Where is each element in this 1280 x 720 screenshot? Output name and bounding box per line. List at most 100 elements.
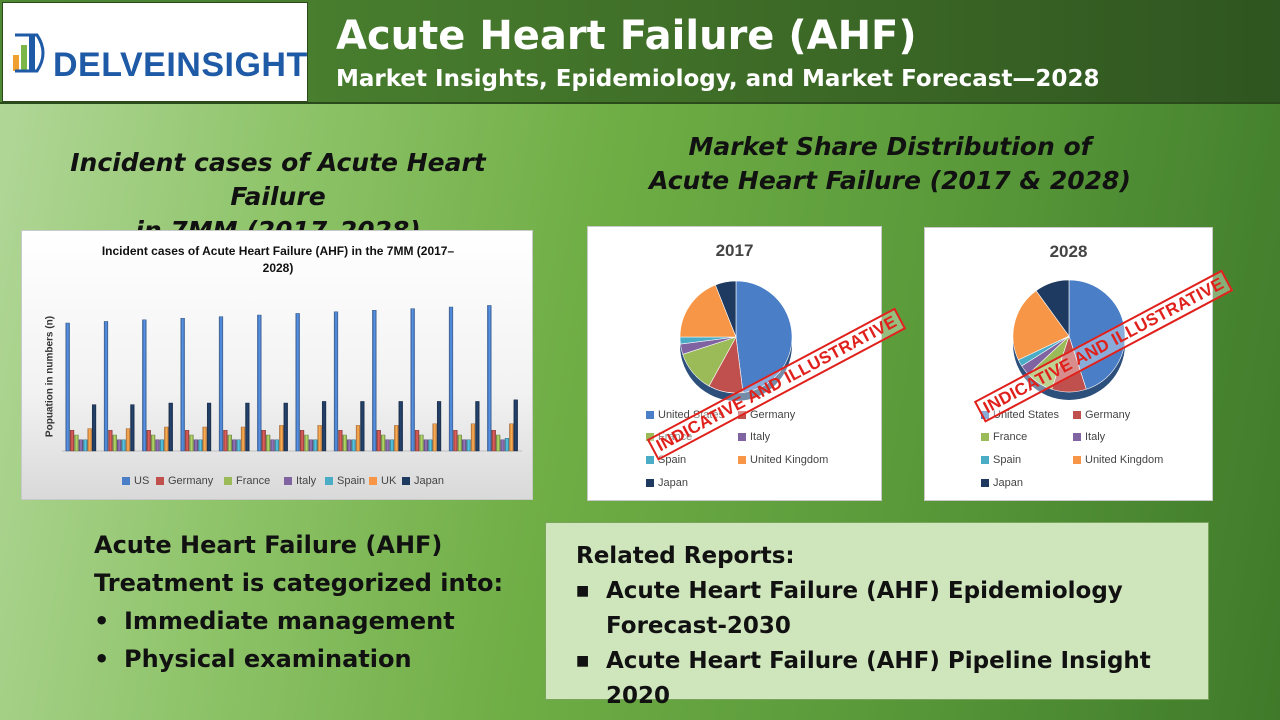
bar-japan-2028: [513, 399, 518, 452]
bar-france-2025: [381, 434, 386, 452]
bar-japan-2024: [360, 401, 365, 452]
bar-us-2020: [180, 318, 185, 452]
legend-label: France: [236, 475, 271, 487]
bar-heading-line1: Incident cases of Acute Heart Failure: [70, 148, 486, 211]
legend-label: Italy: [750, 431, 771, 443]
logo: DELVEINSIGHT: [2, 2, 308, 102]
bar-italy-2023: [308, 439, 313, 452]
bar-chart-title: Incident cases of Acute Heart Failure (A…: [62, 243, 494, 277]
bar-us-2021: [218, 316, 224, 452]
bar-japan-2017: [91, 404, 97, 452]
bar-germany-2022: [261, 429, 266, 452]
legend-label: Spain: [337, 475, 366, 487]
bar-spain-2026: [428, 439, 433, 452]
bar-japan-2021: [245, 402, 250, 452]
bar-italy-2017: [78, 439, 83, 452]
related-report-link[interactable]: Acute Heart Failure (AHF) Epidemiology F…: [576, 574, 1192, 644]
logo-mark-icon: [13, 33, 45, 73]
pie-slice-united-kingdom: [679, 284, 737, 338]
bar-france-2026: [419, 434, 424, 452]
pie-title-2017: 2017: [715, 241, 754, 260]
legend-label: United States: [658, 409, 725, 421]
legend-swatch: [738, 456, 746, 464]
bar-germany-2019: [146, 429, 151, 452]
treatment-item: Physical examination: [94, 640, 503, 678]
bar-italy-2025: [385, 439, 390, 452]
bar-spain-2025: [389, 439, 395, 452]
legend-swatch: [284, 477, 292, 485]
legend-swatch: [1073, 456, 1081, 464]
bar-legend-item: UK: [369, 475, 396, 487]
bar-france-2024: [342, 434, 347, 452]
treatment-list: Immediate management Physical examinatio…: [94, 602, 503, 678]
bar-uk-2028: [509, 423, 514, 452]
related-report-link[interactable]: Acute Heart Failure (AHF) Pipeline Insig…: [576, 644, 1192, 714]
bar-chart-ylabel: Popuation in numbers (n): [44, 315, 56, 438]
bar-us-2026: [410, 308, 415, 452]
legend-label: Japan: [993, 477, 1023, 489]
legend-label: France: [658, 431, 693, 443]
pie-panel-2017: 2017 United States Germany France Italy Spai…: [587, 226, 907, 501]
bar-us-2028: [487, 305, 492, 452]
legend-swatch: [981, 433, 989, 441]
related-heading: Related Reports:: [576, 543, 795, 569]
bar-chart-panel: Incident cases of Acute Heart Failure (A…: [21, 230, 533, 500]
bar-germany-2017: [69, 429, 75, 452]
logo-text: DELVEINSIGHT: [53, 46, 308, 84]
bar-italy-2028: [500, 439, 505, 452]
bar-france-2019: [151, 434, 156, 452]
pie-section-heading: Market Share Distribution of Acute Heart…: [600, 130, 1180, 198]
bar-japan-2027: [475, 401, 480, 452]
legend-label: Germany: [750, 409, 796, 421]
bar-germany-2027: [453, 429, 458, 452]
bar-uk-2018: [125, 428, 131, 452]
bar-france-2017: [74, 434, 79, 452]
pie-chart-2017: [679, 280, 793, 401]
header-banner: DELVEINSIGHT Acute Heart Failure (AHF) M…: [0, 0, 1280, 104]
bar-japan-2018: [130, 404, 135, 452]
related-reports-box: Related Reports: Acute Heart Failure (AH…: [545, 522, 1209, 709]
legend-label: France: [993, 431, 1028, 443]
bar-us-2027: [448, 306, 454, 452]
page-subtitle: Market Insights, Epidemiology, and Marke…: [336, 66, 1100, 92]
bar-us-2018: [103, 321, 109, 452]
pie-legend-item: Spain: [981, 454, 1021, 466]
pie-legend-item: United States: [646, 409, 724, 421]
pie-legend-item: United Kingdom: [1073, 454, 1163, 466]
bar-germany-2020: [184, 429, 190, 452]
pie-title-2028: 2028: [1049, 242, 1088, 261]
legend-swatch: [224, 477, 232, 485]
bar-uk-2027: [470, 423, 476, 452]
pie-legend-item: Japan: [646, 477, 688, 489]
bar-japan-2019: [168, 402, 173, 452]
legend-swatch: [122, 477, 130, 485]
bar-japan-2025: [398, 401, 403, 452]
bar-chart-plot: [62, 305, 522, 452]
pie-legend-item: Italy: [1073, 431, 1105, 443]
bar-chart-title-line1: Incident cases of Acute Heart Failure (A…: [101, 244, 455, 258]
bar-italy-2018: [117, 439, 122, 452]
bar-italy-2019: [155, 439, 160, 452]
legend-swatch: [1073, 433, 1081, 441]
bar-france-2023: [304, 434, 309, 452]
bar-france-2028: [496, 434, 501, 452]
bar-chart-legend: US Germany France Italy Spain UK Japan: [122, 475, 462, 491]
bar-germany-2024: [338, 429, 343, 452]
legend-swatch: [402, 477, 410, 485]
bar-spain-2018: [121, 439, 126, 452]
bar-germany-2026: [414, 429, 420, 452]
legend-swatch: [1073, 411, 1081, 419]
bar-us-2025: [372, 310, 377, 452]
legend-swatch: [738, 411, 746, 419]
pie-chart-2028: [1012, 279, 1126, 400]
bar-italy-2026: [423, 439, 428, 452]
bar-spain-2021: [236, 439, 241, 452]
bar-us-2024: [333, 311, 339, 452]
bar-germany-2028: [491, 429, 496, 452]
pie-slice-united-kingdom: [1012, 290, 1070, 361]
bar-uk-2022: [279, 425, 284, 452]
pie-legend-item: Spain: [646, 454, 686, 466]
bar-france-2020: [189, 434, 194, 452]
legend-swatch: [646, 456, 654, 464]
legend-label: Germany: [168, 475, 214, 487]
